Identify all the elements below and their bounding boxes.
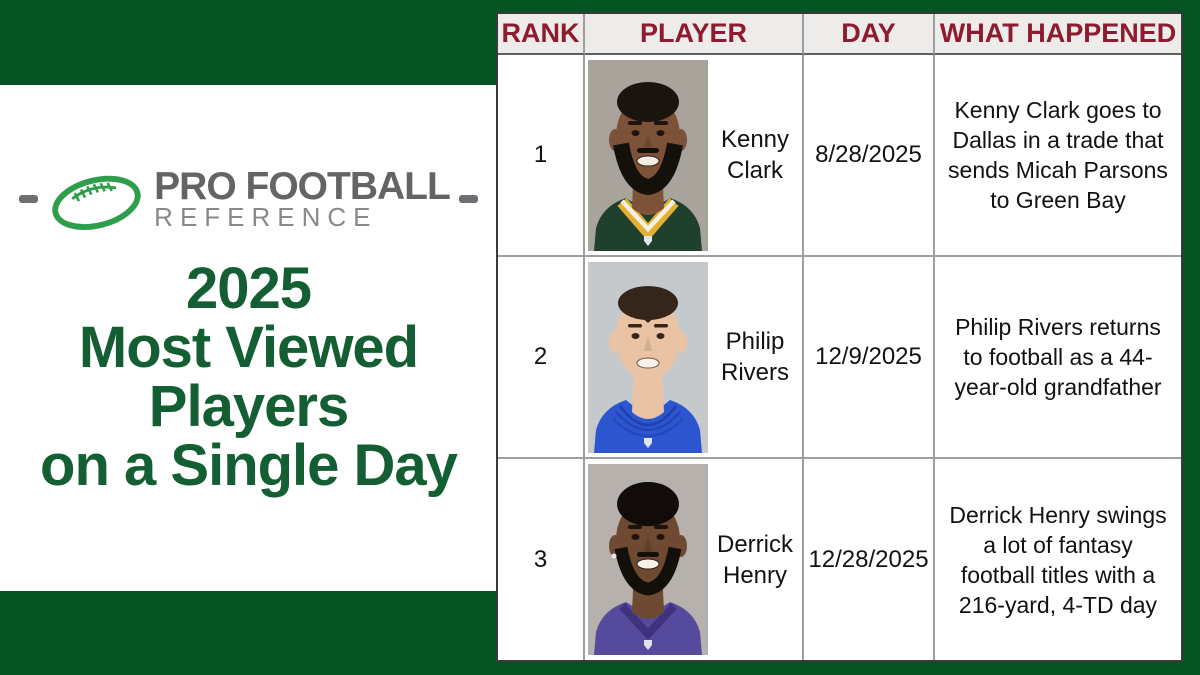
brand-subname: REFERENCE xyxy=(154,202,378,232)
row1-player-name: Kenny Clark xyxy=(720,126,790,184)
most-viewed-table: RANK PLAYER DAY WHAT HAPPENED 1 Kenny xyxy=(496,12,1183,662)
football-outline xyxy=(52,175,141,230)
row1-player: Kenny Clark xyxy=(585,55,804,257)
row2-day: 12/9/2025 xyxy=(804,257,935,459)
player-photo-philip-rivers xyxy=(588,261,708,453)
header-what-happened: WHAT HAPPENED xyxy=(935,14,1181,55)
row2-player: Philip Rivers xyxy=(585,257,804,459)
row3-day: 12/28/2025 xyxy=(804,459,935,660)
row2-rank: 2 xyxy=(498,257,585,459)
row2-what-happened: Philip Rivers returns to football as a 4… xyxy=(935,257,1181,459)
header-day: DAY xyxy=(804,14,935,55)
logo-right-dash-icon xyxy=(458,195,478,203)
left-panel: PRO FOOTBALL REFERENCE 2025 Most Viewed … xyxy=(0,85,497,591)
row2-player-name: Philip Rivers xyxy=(720,328,789,386)
brand-text: PRO FOOTBALL REFERENCE xyxy=(154,165,451,232)
football-laces xyxy=(73,182,114,202)
title-line-1: 2025 xyxy=(185,256,312,321)
title-line-3: Players xyxy=(148,374,349,439)
page-title: 2025 Most Viewed Players on a Single Day xyxy=(0,259,497,495)
row3-player: Derrick Henry xyxy=(585,459,804,660)
row1-day: 8/28/2025 xyxy=(804,55,935,257)
row1-what-happened: Kenny Clark goes to Dallas in a trade th… xyxy=(935,55,1181,257)
header-rank: RANK xyxy=(498,14,585,55)
row3-player-name: Derrick Henry xyxy=(717,530,793,589)
row3-rank: 3 xyxy=(498,459,585,660)
title-line-4: on a Single Day xyxy=(40,433,458,498)
header-player: PLAYER xyxy=(585,14,804,55)
row3-what-happened: Derrick Henry swings a lot of fantasy fo… xyxy=(949,501,1167,618)
player-photo-kenny-clark xyxy=(588,59,708,251)
row1-rank: 1 xyxy=(498,55,585,257)
title-line-2: Most Viewed xyxy=(78,315,419,380)
brand-name: PRO FOOTBALL xyxy=(154,165,451,208)
football-icon xyxy=(52,175,141,230)
logo-left-dash-icon xyxy=(19,195,39,203)
pfr-logo: PRO FOOTBALL REFERENCE xyxy=(0,161,497,237)
player-photo-derrick-henry xyxy=(588,464,708,655)
